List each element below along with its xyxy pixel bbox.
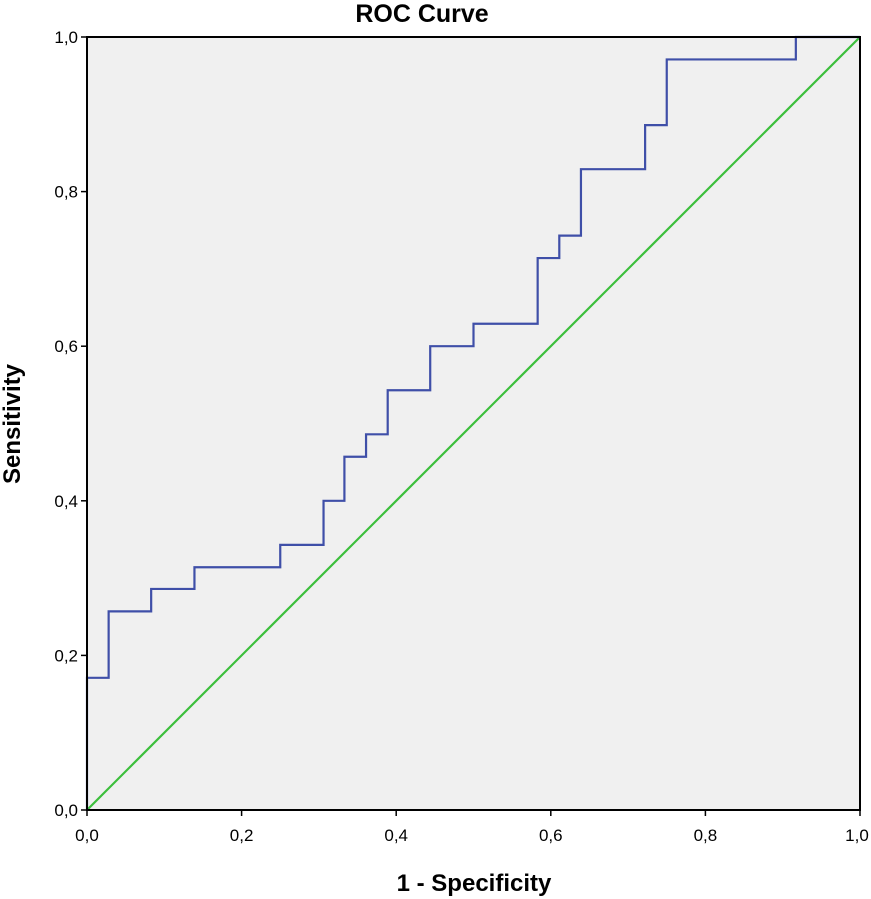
reference-diagonal-line [86, 36, 861, 811]
x-axis-label: 1 - Specificity [397, 870, 552, 897]
y-tick-label: 1,0 [54, 28, 78, 47]
y-tick-label: 0,8 [54, 183, 78, 202]
chart-title: ROC Curve [355, 0, 488, 28]
x-tick-label: 0,0 [75, 826, 99, 845]
y-tick-label: 0,4 [54, 492, 78, 511]
x-tick-label: 0,2 [230, 826, 254, 845]
y-tick-label: 0,6 [54, 337, 78, 356]
x-tick-label: 0,4 [384, 826, 408, 845]
x-tick-label: 1,0 [845, 826, 869, 845]
plot-frame [86, 36, 861, 811]
x-tick-label: 0,6 [539, 826, 563, 845]
y-tick-label: 0,0 [54, 801, 78, 820]
x-tick-label: 0,8 [694, 826, 718, 845]
y-tick-label: 0,2 [54, 646, 78, 665]
roc-curve-line [85, 35, 860, 810]
y-axis-label: Sensitivity [0, 363, 26, 484]
